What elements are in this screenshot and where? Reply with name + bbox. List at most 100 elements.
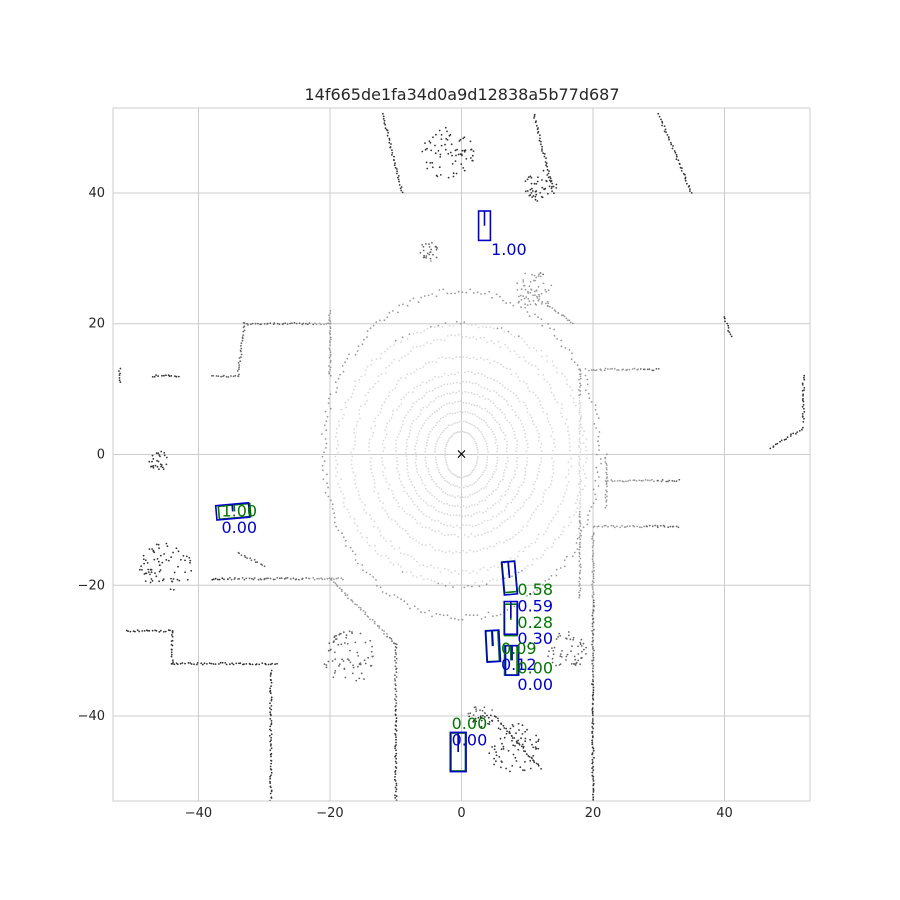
lidar-point [509, 350, 512, 353]
lidar-point [214, 577, 217, 580]
lidar-point [467, 485, 469, 488]
heading-indicator [491, 630, 494, 647]
lidar-point [482, 435, 485, 438]
lidar-point [446, 426, 449, 429]
lidar-point [542, 496, 545, 498]
lidar-point [155, 543, 158, 546]
lidar-point [524, 467, 527, 470]
lidar-point [566, 383, 569, 386]
lidar-point [529, 291, 532, 294]
lidar-point [457, 333, 460, 336]
lidar-point [579, 425, 582, 428]
lidar-point [503, 541, 505, 544]
lidar-point [516, 467, 518, 469]
lidar-point [155, 374, 158, 376]
lidar-point [579, 663, 581, 666]
lidar-point [174, 375, 176, 377]
lidar-point [323, 451, 325, 454]
lidar-point [550, 483, 552, 486]
lidar-point [629, 525, 631, 528]
lidar-point [395, 762, 398, 764]
lidar-point [424, 459, 427, 462]
lidar-point [436, 409, 438, 412]
lidar-point [454, 401, 456, 403]
lidar-point [463, 169, 466, 172]
lidar-point [476, 572, 478, 575]
lidar-point [475, 524, 477, 527]
lidar-point [443, 372, 446, 375]
lidar-point [141, 569, 143, 571]
lidar-point [528, 755, 531, 758]
lidar-point [621, 524, 623, 527]
lidar-point [576, 537, 579, 540]
lidar-point [468, 474, 470, 476]
lidar-point [333, 512, 335, 514]
lidar-point [559, 663, 562, 666]
lidar-point [359, 417, 361, 420]
lidar-point [507, 749, 510, 752]
lidar-point [455, 320, 458, 323]
lidar-point [322, 478, 325, 481]
lidar-point [578, 413, 581, 416]
lidar-point [458, 140, 461, 142]
lidar-point [540, 443, 543, 445]
lidar-point [382, 474, 385, 477]
lidar-point [550, 427, 553, 430]
lidar-point [604, 506, 607, 509]
lidar-point [429, 401, 432, 403]
lidar-point [569, 321, 572, 324]
lidar-point [238, 366, 241, 369]
lidar-point [578, 378, 580, 381]
lidar-point [524, 404, 527, 407]
lidar-point [524, 546, 526, 549]
lidar-point [468, 337, 471, 339]
lidar-point [652, 369, 655, 372]
lidar-point [384, 123, 387, 126]
lidar-point [524, 303, 526, 306]
lidar-point [405, 448, 408, 451]
lidar-point [592, 544, 595, 547]
lidar-point [517, 531, 520, 534]
lidar-point [579, 538, 582, 541]
lidar-point [321, 578, 324, 581]
lidar-point [578, 472, 581, 475]
lidar-point [534, 121, 537, 124]
lidar-point [267, 663, 270, 666]
lidar-point [519, 419, 522, 422]
lidar-point [385, 481, 388, 483]
lidar-point [422, 249, 425, 252]
lidar-point [395, 738, 397, 741]
lidar-point [470, 471, 473, 474]
lidar-point [633, 367, 636, 370]
lidar-point [269, 322, 272, 325]
lidar-point [486, 388, 489, 391]
lidar-point [780, 439, 783, 442]
lidar-point [451, 412, 454, 415]
lidar-point [579, 587, 582, 590]
lidar-point [578, 427, 581, 430]
lidar-point [548, 523, 550, 525]
lidar-point [433, 567, 435, 569]
lidar-point [592, 533, 595, 536]
lidar-point [457, 573, 460, 576]
lidar-point [269, 753, 272, 756]
lidar-point [541, 145, 543, 148]
lidar-point [416, 505, 419, 508]
lidar-point [579, 451, 582, 453]
lidar-point [136, 629, 139, 632]
lidar-point [480, 725, 483, 728]
lidar-point [163, 553, 166, 555]
lidar-point [269, 775, 271, 778]
lidar-point [504, 434, 507, 437]
lidar-point [355, 486, 358, 489]
lidar-point [460, 163, 463, 166]
lidar-point [394, 339, 397, 342]
lidar-point [486, 448, 489, 450]
lidar-point [302, 322, 305, 325]
lidar-point [549, 177, 552, 180]
lidar-point [400, 398, 403, 401]
lidar-point [552, 453, 555, 456]
lidar-point [580, 638, 583, 641]
lidar-point [289, 322, 291, 325]
lidar-point [532, 759, 535, 762]
